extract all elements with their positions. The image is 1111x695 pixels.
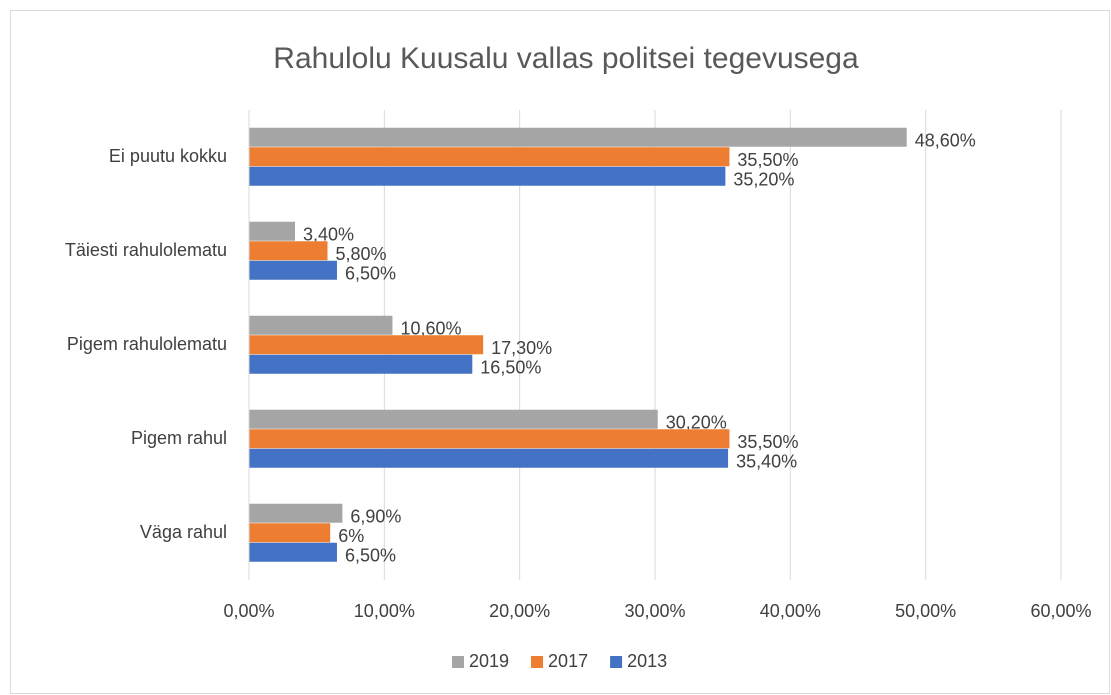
x-tick-label: 60,00% bbox=[1030, 601, 1091, 621]
data-label: 6,50% bbox=[345, 545, 396, 565]
chart-frame bbox=[10, 10, 1110, 694]
legend-swatch bbox=[610, 656, 623, 668]
bar bbox=[249, 127, 907, 147]
bar bbox=[249, 335, 484, 355]
data-label: 6,50% bbox=[345, 263, 396, 283]
legend-label: 2019 bbox=[469, 651, 509, 671]
data-label: 30,20% bbox=[666, 412, 727, 432]
chart-title: Rahulolu Kuusalu vallas politsei tegevus… bbox=[273, 42, 859, 75]
bar bbox=[249, 260, 337, 280]
data-label: 35,50% bbox=[737, 432, 798, 452]
y-tick-label: Ei puutu kokku bbox=[109, 146, 227, 166]
bar bbox=[249, 542, 337, 562]
data-label: 35,40% bbox=[736, 451, 797, 471]
data-label: 6,90% bbox=[350, 506, 401, 526]
data-label: 35,20% bbox=[733, 169, 794, 189]
y-tick-label: Pigem rahul bbox=[131, 428, 227, 448]
data-label: 5,80% bbox=[335, 244, 386, 264]
legend-swatch bbox=[452, 656, 464, 668]
legend-label: 2013 bbox=[627, 651, 667, 671]
legend-label: 2017 bbox=[548, 651, 588, 671]
bar bbox=[249, 221, 296, 241]
data-label: 10,60% bbox=[400, 318, 461, 338]
data-label: 48,60% bbox=[915, 130, 976, 150]
bar bbox=[249, 166, 726, 186]
y-tick-label: Väga rahul bbox=[140, 522, 227, 542]
bar bbox=[249, 523, 331, 543]
x-tick-label: 10,00% bbox=[354, 601, 415, 621]
bar bbox=[249, 409, 658, 429]
x-tick-label: 40,00% bbox=[760, 601, 821, 621]
x-tick-label: 20,00% bbox=[489, 601, 550, 621]
bar bbox=[249, 354, 473, 374]
data-label: 16,50% bbox=[480, 357, 541, 377]
x-tick-label: 0,00% bbox=[223, 601, 274, 621]
bar bbox=[249, 429, 730, 449]
data-label: 35,50% bbox=[737, 150, 798, 170]
bar bbox=[249, 241, 328, 261]
y-tick-label: Pigem rahulolematu bbox=[67, 334, 227, 354]
bar bbox=[249, 315, 393, 335]
legend-swatch bbox=[531, 656, 544, 668]
y-tick-label: Täiesti rahulolematu bbox=[65, 240, 227, 260]
data-label: 3,40% bbox=[303, 224, 354, 244]
x-tick-label: 50,00% bbox=[895, 601, 956, 621]
data-label: 6% bbox=[338, 526, 364, 546]
bar bbox=[249, 503, 343, 523]
bar bbox=[249, 147, 730, 167]
bar bbox=[249, 448, 729, 468]
x-tick-label: 30,00% bbox=[624, 601, 685, 621]
data-label: 17,30% bbox=[491, 338, 552, 358]
